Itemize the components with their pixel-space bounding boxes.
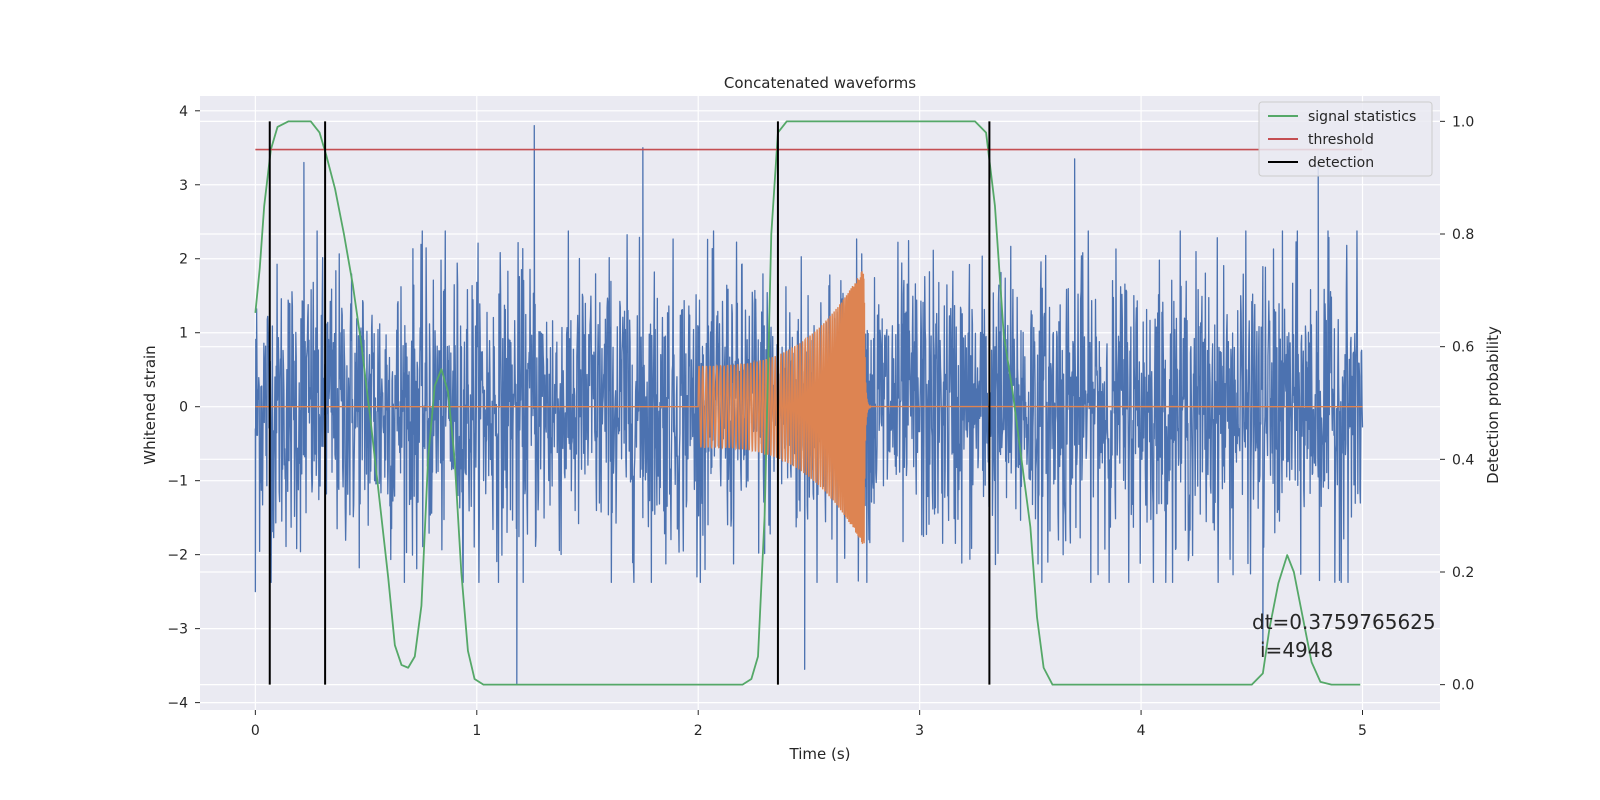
x-tick-label-0: 0 (251, 723, 260, 739)
y-axis-label: Whitened strain (141, 345, 159, 464)
x-axis: 0 1 2 3 4 5 (251, 710, 1367, 739)
annotation-dt: dt=0.3759765625 (1252, 610, 1436, 634)
y2-tick-label-0: 0.0 (1452, 678, 1474, 694)
signal-statistics-line (254, 120, 1361, 686)
x-tick-label-4: 4 (1137, 723, 1146, 739)
x-axis-label: Time (s) (789, 745, 851, 763)
y-tick-label-4: 0 (179, 400, 188, 416)
y-tick-label-5: 1 (179, 326, 188, 342)
y2-tick-label-4: 0.8 (1452, 227, 1474, 243)
y-axis-right: 0.0 0.2 0.4 0.6 0.8 1.0 (1440, 114, 1474, 694)
legend: signal statistics threshold detection (1258, 101, 1433, 177)
legend-box (1258, 101, 1433, 177)
y2-tick-label-5: 1.0 (1452, 114, 1474, 130)
x-tick-label-5: 5 (1358, 723, 1367, 739)
y-tick-label-3: −1 (167, 474, 188, 490)
y-tick-label-1: −3 (167, 622, 188, 638)
x-tick-label-2: 2 (694, 723, 703, 739)
y-axis-right-label: Detection probability (1484, 326, 1502, 484)
y2-tick-label-3: 0.6 (1452, 340, 1474, 356)
y-tick-label-6: 2 (179, 252, 188, 268)
signal-statistics-series (254, 120, 1361, 686)
x-tick-label-1: 1 (472, 723, 481, 739)
y-tick-label-7: 3 (179, 178, 188, 194)
y2-tick-label-1: 0.2 (1452, 565, 1474, 581)
legend-label-detection: detection (1308, 155, 1374, 171)
legend-label-threshold: threshold (1308, 132, 1374, 148)
y-tick-label-8: 4 (179, 104, 188, 120)
chirp-injection-line (255, 271, 1363, 544)
chirp-injection-series (255, 271, 1363, 544)
y-tick-label-2: −2 (167, 548, 188, 564)
legend-label-signal-statistics: signal statistics (1308, 109, 1416, 125)
y2-tick-label-2: 0.4 (1452, 452, 1474, 468)
detection-series (268, 121, 991, 685)
annotation-i: i=4948 (1260, 638, 1333, 662)
y-tick-label-0: −4 (167, 696, 188, 712)
chart-title: Concatenated waveforms (724, 74, 916, 92)
y-axis-left: −4 −3 −2 −1 0 1 2 3 4 (167, 104, 200, 712)
plot-area (254, 120, 1364, 686)
x-tick-label-3: 3 (915, 723, 924, 739)
